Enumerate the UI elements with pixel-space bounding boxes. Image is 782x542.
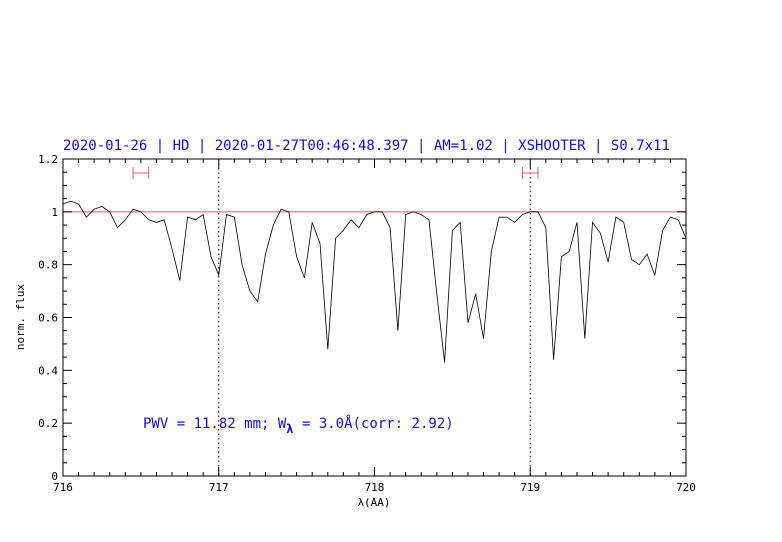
y-tick-label: 0.6 <box>38 312 58 325</box>
x-tick-label: 719 <box>520 481 540 494</box>
y-tick-label: 0 <box>51 470 58 483</box>
y-tick-label: 1.2 <box>38 153 58 166</box>
chart-title: 2020-01-26 | HD | 2020-01-27T00:46:48.39… <box>63 138 670 154</box>
continuum-windows <box>132 167 539 179</box>
annotation-prefix: PWV = 11.82 mm; W <box>143 416 287 432</box>
x-tick-label: 716 <box>53 481 73 494</box>
y-tick-label: 0.2 <box>38 417 58 430</box>
x-tick-label: 717 <box>209 481 229 494</box>
annotation-suffix: = 3.0Å(corr: 2.92) <box>294 415 454 432</box>
y-tick-label: 0.8 <box>38 259 58 272</box>
x-tick-label: 718 <box>365 481 385 494</box>
pwv-annotation: PWV = 11.82 mm; Wλ = 3.0Å(corr: 2.92) <box>143 415 454 436</box>
y-tick-label: 0.4 <box>38 364 58 377</box>
annotation-subscript: λ <box>286 422 293 436</box>
flux-line <box>62 200 687 363</box>
y-tick-label: 1 <box>51 206 58 219</box>
x-axis-ticks: 716 717 718 719 720 <box>53 159 696 494</box>
x-axis-label: λ(AA) <box>357 496 390 509</box>
y-axis-label: norm. flux <box>14 284 27 351</box>
vertical-markers <box>218 159 531 476</box>
flux-series <box>62 200 687 363</box>
y-axis-ticks: 0 0.2 0.4 0.6 0.8 1 1.2 <box>38 153 686 483</box>
x-tick-label: 720 <box>676 481 696 494</box>
